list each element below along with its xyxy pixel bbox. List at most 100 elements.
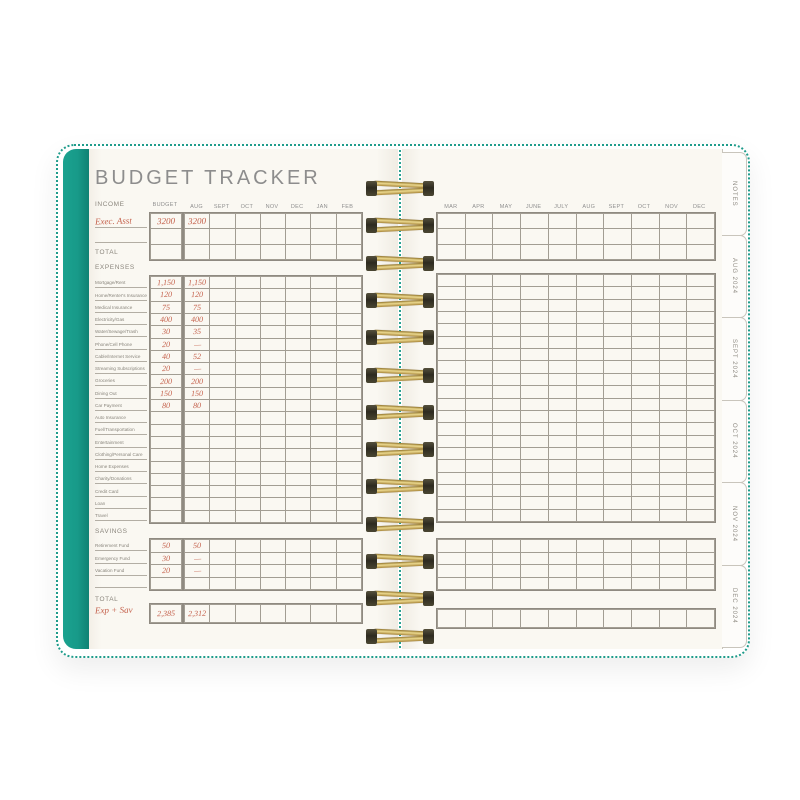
- grid-cell: [548, 423, 576, 435]
- grid-cell: [521, 460, 548, 472]
- grid-cell: [311, 277, 336, 289]
- grid-cell: 20: [151, 363, 181, 375]
- grid-cell: [260, 565, 286, 577]
- grid-cell: [687, 398, 714, 410]
- grid-cell: [235, 449, 260, 461]
- grid-cell: [311, 229, 336, 244]
- grid-cell: [548, 275, 576, 287]
- grid-cell: [438, 361, 465, 373]
- grid-cell: [210, 313, 235, 326]
- handwritten-value: —: [193, 339, 201, 349]
- grid-cell: [438, 410, 465, 423]
- grid-cell: [659, 447, 687, 460]
- grid-cell: [631, 472, 659, 484]
- binding-coil: [366, 292, 434, 308]
- grid-cell: 30: [151, 552, 181, 564]
- row-label: Dining Out: [95, 386, 147, 399]
- grid-cell: —: [185, 363, 210, 375]
- grid-cell: [659, 610, 687, 627]
- grid-cell: [659, 435, 687, 447]
- grid-cell: [311, 313, 336, 326]
- coil-end-cap: [366, 292, 377, 308]
- row-label: Emergency Fund: [95, 551, 147, 564]
- right-month-header-row: MAR APR MAY JUNE JULY AUG SEPT OCT NOV DEC: [437, 198, 713, 210]
- grid-cell: [465, 484, 493, 497]
- grid-cell: [687, 349, 714, 361]
- grid-cell: [659, 229, 687, 244]
- grid-cell: [210, 412, 235, 424]
- coil-end-cap: [423, 479, 434, 495]
- grid-cell: [311, 289, 336, 301]
- grid-cell: 150: [185, 387, 210, 399]
- handwritten-value: 120: [159, 290, 173, 300]
- coil-wire: [372, 516, 428, 525]
- grid-cell: [548, 509, 576, 521]
- grid-cell: [260, 313, 286, 326]
- grid-cell: [631, 540, 659, 552]
- grid-cell: [493, 324, 521, 336]
- grid-cell: [235, 350, 260, 363]
- left-month-header-row: AUG SEPT OCT NOV DEC JAN FEB: [184, 198, 360, 210]
- tab-label: NOTES: [731, 180, 737, 207]
- grid-cell: [521, 312, 548, 324]
- grid-cell: [438, 540, 465, 552]
- row-label: Cable/Internet Service: [95, 350, 147, 362]
- row-label: [95, 576, 147, 588]
- month-header: DEC: [692, 204, 706, 210]
- grid-cell: [336, 313, 361, 326]
- grid-cell: [493, 287, 521, 299]
- grid-cell: [235, 229, 260, 244]
- grid-cell: [465, 299, 493, 312]
- grid-cell: [493, 552, 521, 564]
- handwritten-value: 30: [161, 553, 171, 563]
- grid-cell: [521, 336, 548, 349]
- grid-cell: [631, 275, 659, 287]
- grid-cell: [235, 605, 260, 622]
- grid-cell: [185, 436, 210, 449]
- binding-coil: [366, 441, 434, 458]
- row-label: Loan: [95, 497, 147, 509]
- grid-cell: [286, 424, 311, 436]
- coil-wire: [372, 635, 428, 644]
- grid-cell: [687, 552, 714, 564]
- grid-cell: [548, 244, 576, 259]
- tab-label: NOV 2024: [731, 505, 737, 542]
- grid-cell: [465, 244, 493, 259]
- grid-cell: [235, 387, 260, 399]
- grid-cell: [521, 349, 548, 361]
- row-label: Fuel/Transportation: [95, 423, 147, 436]
- grid-cell: [438, 552, 465, 564]
- grid-cell: [438, 497, 465, 509]
- grid-cell: [687, 423, 714, 435]
- grid-cell: [438, 386, 465, 398]
- grid-cell: [438, 244, 465, 259]
- coil-wire: [372, 448, 428, 457]
- grid-cell: [631, 324, 659, 336]
- tab-nov-2024: NOV 2024: [722, 482, 747, 566]
- grid-cell: [210, 449, 235, 461]
- grid-cell: [185, 244, 210, 259]
- grid-cell: [659, 244, 687, 259]
- grid-cell: [687, 460, 714, 472]
- handwritten-value: 35: [193, 327, 202, 337]
- grid-cell: [604, 275, 631, 287]
- grid-cell: [604, 386, 631, 398]
- grid-cell: [235, 436, 260, 449]
- binding-coil: [366, 628, 434, 644]
- coil-end-cap: [423, 292, 434, 308]
- grid-cell: [604, 373, 631, 386]
- grid-cell: [210, 301, 235, 313]
- grid-cell: [286, 301, 311, 313]
- grid-cell: [151, 486, 181, 498]
- grid-cell: [465, 435, 493, 447]
- grid-cell: [631, 287, 659, 299]
- month-header: NOV: [665, 204, 678, 210]
- coil-wire: [372, 187, 428, 196]
- grid-cell: [286, 326, 311, 338]
- grid-cell: [548, 214, 576, 229]
- binding-coil: [366, 217, 434, 234]
- grid-cell: [604, 447, 631, 460]
- grid-cell: [311, 552, 336, 564]
- grid-cell: [521, 509, 548, 521]
- grid-cell: [336, 605, 361, 622]
